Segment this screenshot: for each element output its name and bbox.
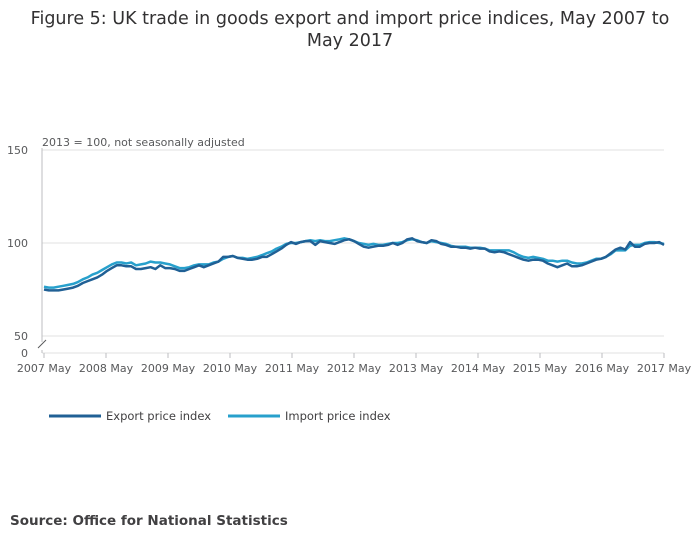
x-tick-label: 2016 May bbox=[575, 362, 630, 375]
y-tick-label: 150 bbox=[7, 144, 28, 157]
x-tick-label: 2014 May bbox=[451, 362, 506, 375]
x-tick-label: 2017 May bbox=[637, 362, 692, 375]
legend-label: Import price index bbox=[285, 409, 391, 423]
source-note: Source: Office for National Statistics bbox=[10, 513, 288, 529]
series-lines bbox=[43, 237, 665, 292]
x-tick-label: 2013 May bbox=[389, 362, 444, 375]
x-tick-label: 2011 May bbox=[265, 362, 320, 375]
chart-subtitle: 2013 = 100, not seasonally adjusted bbox=[42, 136, 245, 149]
y-tick-label: 100 bbox=[7, 237, 28, 250]
y-axis: 0 50 100 150 bbox=[7, 144, 47, 360]
gridlines bbox=[42, 149, 664, 354]
legend-label: Export price index bbox=[106, 409, 211, 423]
x-tick-label: 2008 May bbox=[79, 362, 134, 375]
legend: Export price index Import price index bbox=[49, 409, 391, 423]
x-tick-label: 2015 May bbox=[513, 362, 568, 375]
chart-title: Figure 5: UK trade in goods export and i… bbox=[30, 9, 670, 51]
y-tick-label: 0 bbox=[21, 347, 28, 360]
y-tick-label: 50 bbox=[14, 330, 28, 343]
series-line-export bbox=[43, 237, 665, 292]
x-tick-label: 2010 May bbox=[203, 362, 258, 375]
x-tick-label: 2007 May bbox=[17, 362, 72, 375]
x-tick-label: 2009 May bbox=[141, 362, 196, 375]
x-tick-label: 2012 May bbox=[327, 362, 382, 375]
series-line-import bbox=[43, 237, 665, 289]
x-axis: 2007 May 2008 May 2009 May 2010 May 2011 May… bbox=[17, 353, 692, 375]
axis-break-marker bbox=[37, 339, 47, 349]
